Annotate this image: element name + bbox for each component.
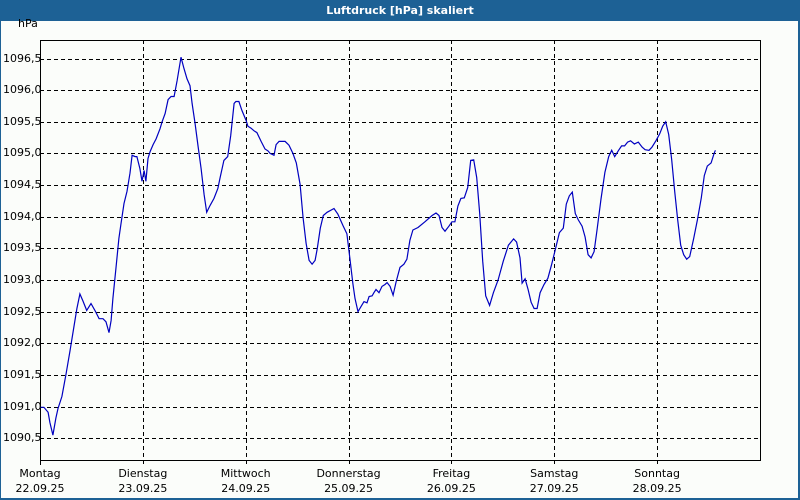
y-tick-label: 1090,5 — [3, 431, 42, 445]
x-tick-label: Mittwoch 24.09.25 — [220, 467, 271, 495]
y-tick-label: 1096,5 — [3, 51, 42, 65]
x-tick-label: Sonntag 28.09.25 — [632, 467, 682, 495]
y-tick-label: 1094,5 — [3, 178, 42, 192]
y-tick-label: 1092,0 — [3, 336, 42, 350]
y-tick-label: 1091,5 — [3, 368, 42, 381]
pressure-line — [40, 57, 716, 436]
x-tick-label: Montag 22.09.25 — [15, 467, 65, 495]
x-tick-label: Dienstag 23.09.25 — [118, 467, 168, 495]
y-tick-label: 1096,0 — [3, 83, 42, 97]
y-tick-label: 1093,0 — [3, 273, 42, 287]
x-tick-label: Donnerstag 25.09.25 — [316, 467, 381, 495]
y-tick-label: 1095,0 — [3, 146, 42, 160]
window-title: Luftdruck [hPa] skaliert — [326, 4, 474, 17]
y-axis-unit: hPa — [18, 17, 38, 30]
y-tick-label: 1091,0 — [3, 399, 42, 413]
x-tick-label: Freitag 26.09.25 — [426, 467, 476, 495]
chart-canvas — [1, 21, 798, 498]
y-tick-label: 1094,0 — [3, 209, 42, 223]
y-tick-label: 1093,5 — [3, 241, 42, 255]
y-tick-label: 1095,5 — [3, 114, 42, 128]
plot-frame — [40, 40, 761, 461]
x-tick-label: Samstag 27.09.25 — [529, 467, 579, 495]
y-tick-label: 1092,5 — [3, 304, 42, 318]
